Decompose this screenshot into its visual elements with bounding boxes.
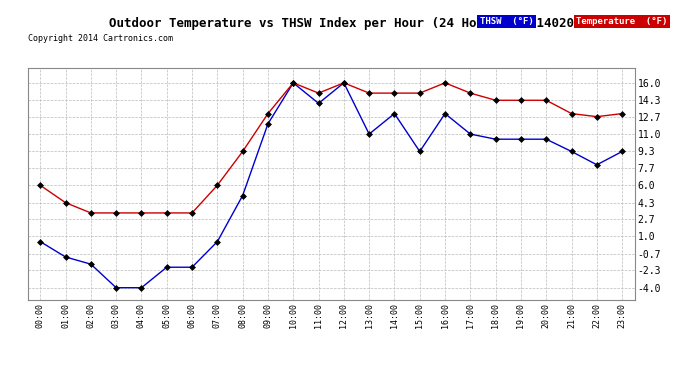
Text: Copyright 2014 Cartronics.com: Copyright 2014 Cartronics.com	[28, 34, 172, 43]
Text: Outdoor Temperature vs THSW Index per Hour (24 Hours)  20140208: Outdoor Temperature vs THSW Index per Ho…	[109, 17, 581, 30]
Text: THSW  (°F): THSW (°F)	[480, 17, 533, 26]
Text: Temperature  (°F): Temperature (°F)	[576, 17, 667, 26]
